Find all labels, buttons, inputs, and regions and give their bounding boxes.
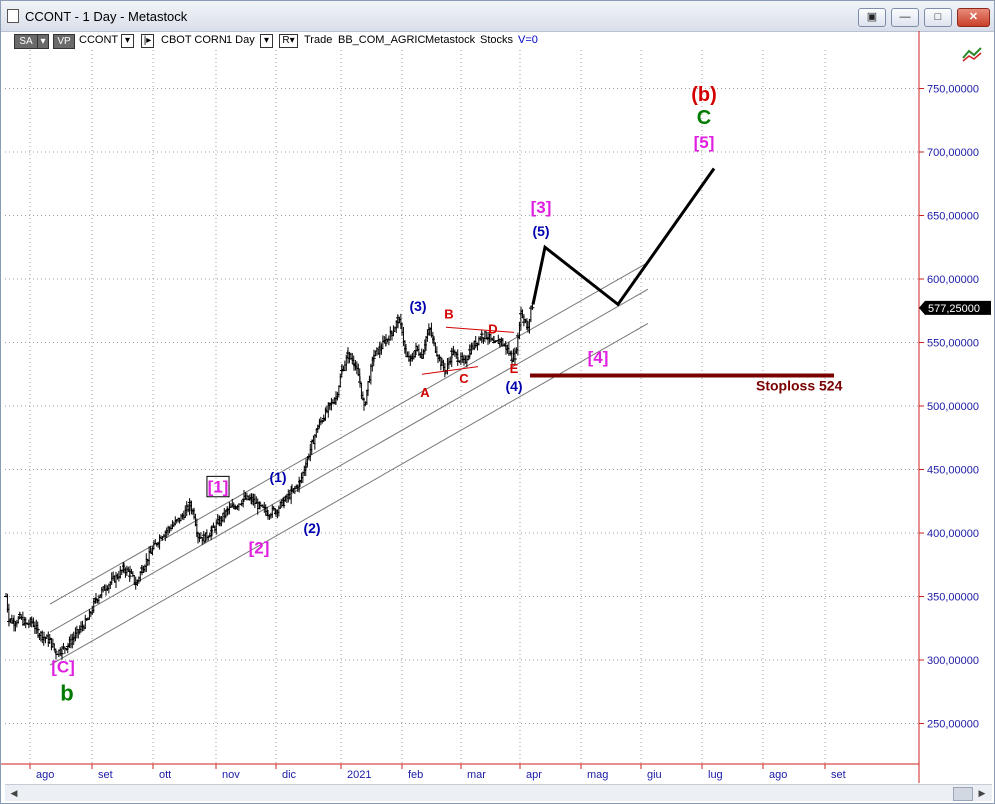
vp-button[interactable]: VP — [53, 34, 75, 49]
horizontal-scrollbar[interactable]: ◀ ▶ — [5, 784, 992, 801]
wave-label: b — [60, 681, 73, 706]
wave-label: [5] — [694, 133, 715, 152]
window-title: CCONT - 1 Day - Metastock — [25, 9, 188, 24]
price-tick-label: 750,00000 — [927, 84, 979, 96]
scroll-right-icon[interactable]: ▶ — [978, 788, 986, 798]
ohlc-bars — [4, 301, 535, 660]
wave-label: (2) — [303, 520, 320, 536]
price-tick-label: 600,00000 — [927, 274, 979, 286]
time-tick-label: ott — [159, 769, 171, 781]
wave-label: (b) — [691, 84, 717, 106]
sa-dropdown-icon[interactable]: ▾ — [37, 34, 49, 49]
time-tick-label: mag — [587, 769, 608, 781]
chart-overlays: Stoploss 524 — [421, 167, 843, 394]
wave-label: A — [420, 385, 430, 400]
price-tick-label: 700,00000 — [927, 147, 979, 159]
wave-label-box — [206, 475, 230, 498]
wave-label: B — [444, 306, 453, 321]
time-tick-label: dic — [282, 769, 297, 781]
chart-grid — [5, 50, 919, 764]
price-tick-label: 250,00000 — [927, 719, 979, 731]
wave-label: [1] — [208, 477, 229, 496]
price-tick-label: 500,00000 — [927, 401, 979, 413]
last-price-tag — [919, 300, 991, 315]
title-bar: CCONT - 1 Day - Metastock ▣ — □ ✕ — [1, 1, 994, 32]
price-tick-label: 300,00000 — [927, 655, 979, 667]
time-tick-label: feb — [408, 769, 423, 781]
time-tick-label: 2021 — [347, 769, 371, 781]
time-tick-label: apr — [526, 769, 542, 781]
trade-label[interactable]: Trade — [304, 34, 333, 46]
scroll-thumb[interactable] — [953, 787, 973, 801]
price-chart[interactable]: Stoploss 524 (b)C[5][3](5)(3)BDACE(4)[4]… — [1, 31, 994, 783]
triangle-line — [445, 326, 515, 333]
price-tick-label: 650,00000 — [927, 211, 979, 223]
category-label: Stocks — [480, 34, 514, 46]
price-tick-label: 350,00000 — [927, 592, 979, 604]
security-menu-icon[interactable]: |▸ — [141, 34, 154, 48]
last-price-label: 577,25000 — [928, 303, 980, 315]
time-tick-label: nov — [222, 769, 240, 781]
projection-path — [531, 167, 716, 307]
time-tick-label: lug — [708, 769, 723, 781]
price-tick-label: 550,00000 — [927, 338, 979, 350]
wave-label: E — [510, 361, 519, 376]
price-tick-label: 400,00000 — [927, 528, 979, 540]
channel-line — [49, 288, 649, 633]
tile-button[interactable]: ▣ — [858, 8, 886, 27]
close-button[interactable]: ✕ — [957, 8, 990, 27]
r-button[interactable]: R▾ — [279, 34, 298, 48]
exchange-name-label: CBOT CORN — [161, 34, 227, 46]
minimize-button[interactable]: — — [891, 8, 919, 27]
channel-line — [49, 262, 649, 605]
volume-label: V=0 — [518, 34, 538, 46]
drawing-tool-icon[interactable] — [962, 47, 982, 62]
source-label: Metastock — [425, 34, 476, 46]
chart-axes: 250,00000 300,00000 350,00000 400,00000 450,… — [1, 31, 991, 783]
wave-label: C — [459, 371, 469, 386]
maximize-button[interactable]: □ — [924, 8, 952, 27]
triangle-line — [421, 366, 479, 375]
time-tick-label: mar — [467, 769, 486, 781]
wave-label: (4) — [505, 378, 522, 394]
wave-label: (3) — [409, 298, 426, 314]
price-tick-label: 450,00000 — [927, 465, 979, 477]
wave-label: D — [488, 322, 497, 337]
period-dropdown-icon[interactable]: ▾ — [260, 34, 273, 48]
symbol-label: CCONT — [79, 34, 119, 46]
time-tick-label: giu — [647, 769, 662, 781]
wave-label: [C] — [51, 658, 75, 677]
wave-label: [4] — [588, 348, 609, 367]
wave-label: (1) — [269, 469, 286, 485]
wave-label: (5) — [532, 223, 549, 239]
time-tick-label: ago — [769, 769, 787, 781]
time-tick-label: set — [98, 769, 113, 781]
channel-line — [49, 323, 649, 666]
time-tick-label: ago — [36, 769, 54, 781]
wave-label: C — [697, 107, 711, 129]
scroll-left-icon[interactable]: ◀ — [10, 788, 18, 798]
time-tick-label: set — [831, 769, 846, 781]
document-icon — [7, 9, 19, 23]
trend-channel — [49, 262, 649, 666]
symbol-dropdown-icon[interactable]: ▾ — [121, 34, 134, 48]
chart-toolbar: SA ▾ VP CCONT ▾ |▸ CBOT CORN 1 Day ▾ R▾ … — [1, 32, 919, 50]
period-label: 1 Day — [226, 34, 255, 46]
wave-label: [2] — [249, 538, 270, 557]
group-label: BB_COM_AGRIC — [338, 34, 426, 46]
wave-label: [3] — [531, 198, 552, 217]
stoploss-label: Stoploss 524 — [756, 378, 843, 394]
wave-labels: (b)C[5][3](5)(3)BDACE(4)[4][1](1)[2](2)[… — [51, 84, 717, 705]
